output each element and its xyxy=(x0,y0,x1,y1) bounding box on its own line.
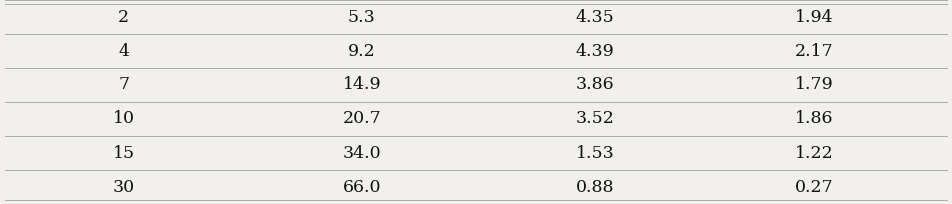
Text: 0.88: 0.88 xyxy=(576,178,614,195)
Text: 30: 30 xyxy=(112,178,135,195)
Text: 1.22: 1.22 xyxy=(795,144,833,162)
Text: 15: 15 xyxy=(112,144,135,162)
Text: 4: 4 xyxy=(118,42,129,60)
Text: 1.86: 1.86 xyxy=(795,111,833,128)
Text: 1.53: 1.53 xyxy=(576,144,614,162)
Text: 1.94: 1.94 xyxy=(795,9,833,26)
Text: 34.0: 34.0 xyxy=(343,144,381,162)
Text: 14.9: 14.9 xyxy=(343,76,381,93)
Text: 3.86: 3.86 xyxy=(576,76,614,93)
Text: 9.2: 9.2 xyxy=(347,42,376,60)
Text: 10: 10 xyxy=(112,111,135,128)
Text: 5.3: 5.3 xyxy=(347,9,376,26)
Text: 2.17: 2.17 xyxy=(795,42,833,60)
Text: 7: 7 xyxy=(118,76,129,93)
Text: 66.0: 66.0 xyxy=(343,178,381,195)
Text: 4.35: 4.35 xyxy=(576,9,614,26)
Text: 3.52: 3.52 xyxy=(576,111,614,128)
Text: 4.39: 4.39 xyxy=(576,42,614,60)
Text: 0.27: 0.27 xyxy=(795,178,833,195)
Text: 20.7: 20.7 xyxy=(343,111,381,128)
Text: 1.79: 1.79 xyxy=(795,76,833,93)
Text: 2: 2 xyxy=(118,9,129,26)
